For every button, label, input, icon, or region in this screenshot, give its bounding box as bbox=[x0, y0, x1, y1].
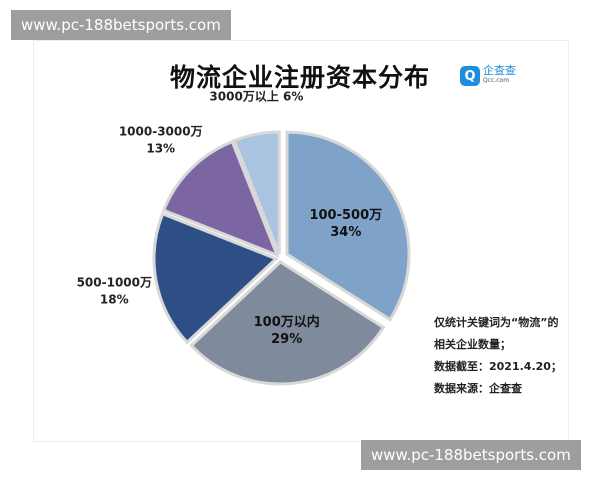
pie-slice bbox=[152, 211, 279, 345]
pie-slice bbox=[189, 260, 386, 386]
qcc-logo-icon: Q bbox=[460, 66, 480, 86]
slice-label: 100万以内 29% bbox=[254, 314, 320, 347]
watermark-top: www.pc-188betsports.com bbox=[11, 10, 231, 40]
slice-label: 500-1000万 18% bbox=[77, 276, 152, 307]
chart-title: 物流企业注册资本分布 bbox=[170, 63, 431, 92]
note-line: 数据来源：企查查 bbox=[434, 382, 522, 395]
logo-sub: Qcc.com bbox=[483, 77, 510, 84]
slice-label: 100-500万 34% bbox=[309, 208, 382, 240]
qcc-logo: Q 企查查 Qcc.com bbox=[460, 64, 516, 86]
pie-slice bbox=[161, 139, 280, 258]
note-line: 仅统计关键词为“物流”的相关企业数量； bbox=[434, 316, 559, 351]
slice-label: 1000-3000万 13% bbox=[119, 125, 203, 156]
watermark-bottom: www.pc-188betsports.com bbox=[361, 440, 581, 470]
slice-label: 3000万以上 6% bbox=[209, 88, 303, 103]
chart-note: 仅统计关键词为“物流”的相关企业数量； 数据截至：2021.4.20； 数据来源… bbox=[434, 312, 564, 400]
logo-name: 企查查 bbox=[483, 64, 516, 77]
pie-slice bbox=[285, 130, 411, 322]
note-line: 数据截至：2021.4.20； bbox=[434, 360, 562, 373]
pie-slice bbox=[232, 130, 281, 255]
